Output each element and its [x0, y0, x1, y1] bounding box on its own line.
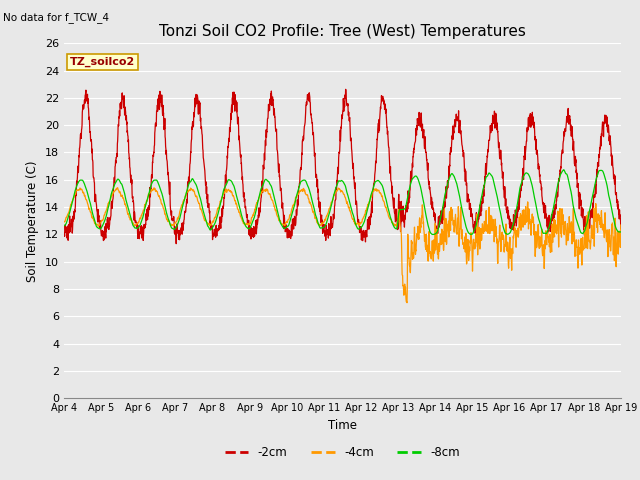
Text: No data for f_TCW_4: No data for f_TCW_4 — [3, 12, 109, 23]
Legend: -2cm, -4cm, -8cm: -2cm, -4cm, -8cm — [220, 441, 465, 464]
X-axis label: Time: Time — [328, 419, 357, 432]
Text: TZ_soilco2: TZ_soilco2 — [70, 57, 135, 67]
Title: Tonzi Soil CO2 Profile: Tree (West) Temperatures: Tonzi Soil CO2 Profile: Tree (West) Temp… — [159, 24, 526, 39]
Y-axis label: Soil Temperature (C): Soil Temperature (C) — [26, 160, 39, 282]
